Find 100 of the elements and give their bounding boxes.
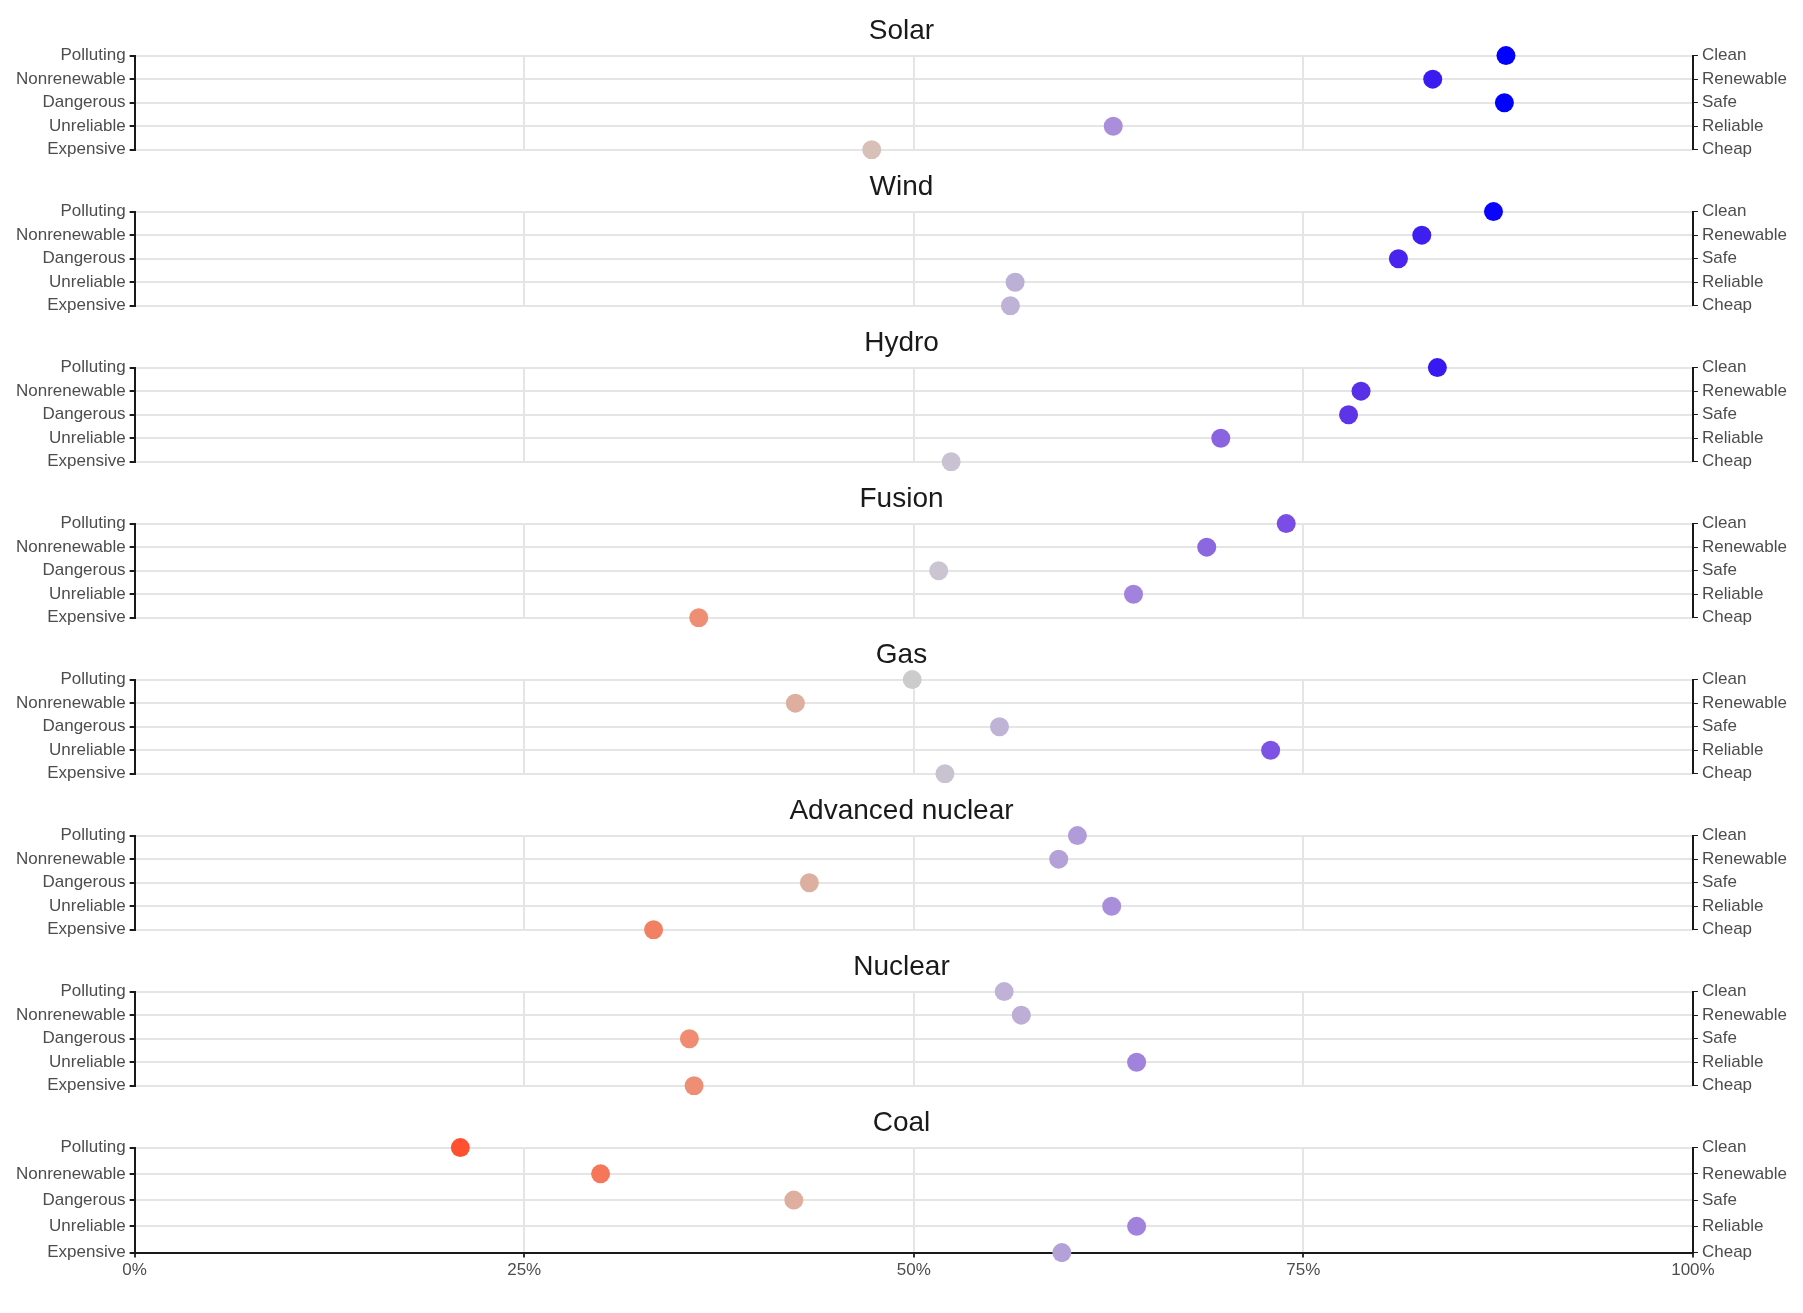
y-tick-label: Nonrenewable <box>15 68 126 88</box>
y-tick-label: Polluting <box>60 1137 126 1157</box>
y2-tick-label: Reliable <box>1701 739 1764 759</box>
y-tick-label: Nonrenewable <box>15 536 126 556</box>
y-tick-label: Expensive <box>47 295 126 315</box>
y2-tick-label: Renewable <box>1701 536 1787 556</box>
point <box>941 452 961 472</box>
y2-tick-label: Safe <box>1701 248 1737 268</box>
y2-tick-label: Clean <box>1701 981 1747 1001</box>
point <box>929 561 949 581</box>
y-tick-label: Dangerous <box>42 92 126 112</box>
point <box>902 670 922 690</box>
y-tick-label: Dangerous <box>42 560 126 580</box>
y-tick-label: Dangerous <box>42 716 126 736</box>
point <box>450 1138 470 1158</box>
y2-tick-label: Clean <box>1701 1137 1747 1157</box>
point <box>1496 46 1516 66</box>
y-tick-label: Polluting <box>60 825 126 845</box>
point <box>684 1076 704 1096</box>
y-tick-label: Expensive <box>47 919 126 939</box>
y-tick-label: Expensive <box>47 451 126 471</box>
y2-tick-label: Reliable <box>1701 115 1764 135</box>
point <box>1211 428 1231 448</box>
y2-tick-label: Cheap <box>1701 139 1753 159</box>
chart-title: Nuclear <box>853 949 950 981</box>
point <box>799 873 819 893</box>
y-tick-label: Polluting <box>60 513 126 533</box>
y-tick-label: Unreliable <box>49 271 126 291</box>
y2-tick-label: Safe <box>1701 872 1737 892</box>
point <box>1339 405 1359 425</box>
x-tick-label: 25% <box>507 1260 542 1280</box>
y2-tick-label: Reliable <box>1701 583 1764 603</box>
y2-tick-label: Clean <box>1701 201 1747 221</box>
y-tick-label: Expensive <box>47 607 126 627</box>
y-tick-label: Unreliable <box>49 115 126 135</box>
y-tick-label: Dangerous <box>42 1028 126 1048</box>
y-tick-label: Dangerous <box>42 1189 126 1209</box>
chart-title: Gas <box>875 637 928 669</box>
y2-tick-label: Reliable <box>1701 1051 1764 1071</box>
point <box>644 920 664 940</box>
point <box>679 1029 699 1049</box>
y-tick-label: Nonrenewable <box>15 848 126 868</box>
point <box>1427 358 1447 378</box>
y-tick-label: Nonrenewable <box>15 1163 126 1183</box>
point <box>689 608 709 628</box>
y2-tick-label: Renewable <box>1701 380 1787 400</box>
y2-tick-label: Clean <box>1701 45 1747 65</box>
point <box>1388 249 1408 269</box>
y-tick-label: Polluting <box>60 201 126 221</box>
point <box>1261 740 1281 760</box>
y-tick-label: Dangerous <box>42 872 126 892</box>
y2-tick-label: Reliable <box>1701 427 1764 447</box>
y2-tick-label: Renewable <box>1701 692 1787 712</box>
point <box>1276 514 1296 534</box>
point <box>1005 272 1025 292</box>
y2-tick-label: Clean <box>1701 357 1747 377</box>
y2-tick-label: Cheap <box>1701 763 1753 783</box>
y-tick-label: Unreliable <box>49 895 126 915</box>
y2-tick-label: Clean <box>1701 669 1747 689</box>
y-tick-label: Expensive <box>47 1242 126 1262</box>
point <box>1494 93 1514 113</box>
y2-tick-label: Renewable <box>1701 848 1787 868</box>
chart-title: Wind <box>869 169 934 201</box>
point <box>989 717 1009 737</box>
y2-tick-label: Renewable <box>1701 1004 1787 1024</box>
chart-title: Hydro <box>864 325 939 357</box>
y-tick-label: Dangerous <box>42 248 126 268</box>
y2-tick-label: Cheap <box>1701 607 1753 627</box>
y-tick-label: Expensive <box>47 1075 126 1095</box>
point <box>1011 1005 1031 1025</box>
y2-tick-label: Renewable <box>1701 224 1787 244</box>
y2-tick-label: Reliable <box>1701 895 1764 915</box>
y-tick-label: Polluting <box>60 981 126 1001</box>
chart-title: Solar <box>868 13 935 45</box>
point <box>1049 849 1069 869</box>
point <box>1067 826 1087 846</box>
point <box>935 764 955 784</box>
y2-tick-label: Renewable <box>1701 68 1787 88</box>
point <box>1483 202 1503 222</box>
y2-tick-label: Cheap <box>1701 451 1753 471</box>
x-tick-label: 100% <box>1671 1260 1715 1280</box>
point <box>1000 296 1020 316</box>
y2-tick-label: Renewable <box>1701 1163 1787 1183</box>
y-tick-label: Unreliable <box>49 739 126 759</box>
y-tick-label: Nonrenewable <box>15 224 126 244</box>
y2-tick-label: Safe <box>1701 92 1737 112</box>
point <box>591 1164 611 1184</box>
x-tick-label: 75% <box>1286 1260 1321 1280</box>
y-tick-label: Expensive <box>47 139 126 159</box>
y-tick-label: Unreliable <box>49 1051 126 1071</box>
y-tick-label: Dangerous <box>42 404 126 424</box>
y2-tick-label: Safe <box>1701 1028 1737 1048</box>
y2-tick-label: Safe <box>1701 1189 1737 1209</box>
point <box>1102 896 1122 916</box>
y-tick-label: Expensive <box>47 763 126 783</box>
point <box>1423 69 1443 89</box>
point <box>1103 116 1123 136</box>
chart-title: Coal <box>872 1105 931 1137</box>
x-tick-label: 50% <box>896 1260 931 1280</box>
y-tick-label: Nonrenewable <box>15 380 126 400</box>
